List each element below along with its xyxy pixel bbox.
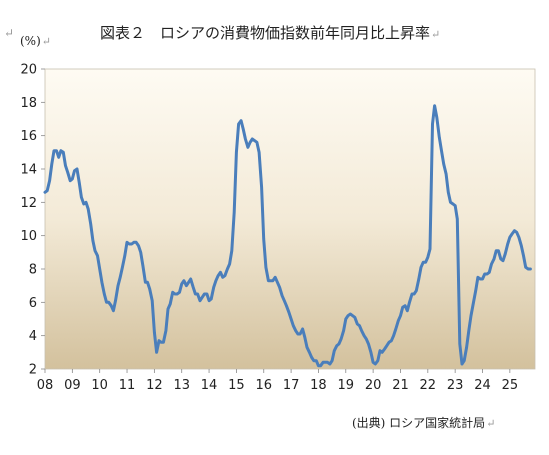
y-tick-label: 18 — [20, 96, 37, 111]
y-tick-label: 16 — [20, 129, 37, 144]
x-tick-label: 15 — [228, 378, 245, 393]
x-tick-label: 10 — [91, 378, 108, 393]
chart-title: 図表２ ロシアの消費物価指数前年同月比上昇率↵ — [100, 24, 441, 42]
y-tick-label: 8 — [29, 263, 37, 278]
x-tick-label: 12 — [146, 378, 163, 393]
x-tick-label: 21 — [392, 378, 409, 393]
y-tick-label: 20 — [20, 63, 37, 78]
x-tick-label: 11 — [119, 378, 136, 393]
y-tick-label: 10 — [20, 229, 37, 244]
y-tick-label: 14 — [20, 163, 37, 178]
x-tick-label: 23 — [447, 378, 464, 393]
x-axis: 08 09 10 11 12 13 14 15 16 17 18 19 20 21 22 23 24 25 — [37, 369, 518, 393]
x-tick-label: 14 — [201, 378, 218, 393]
x-tick-label: 13 — [173, 378, 190, 393]
x-tick-label: 09 — [64, 378, 81, 393]
paragraph-mark: ↵ — [4, 26, 15, 40]
x-tick-label: 25 — [502, 378, 519, 393]
x-tick-label: 18 — [310, 378, 327, 393]
y-tick-label: 4 — [29, 329, 37, 344]
x-tick-label: 24 — [474, 378, 491, 393]
x-tick-label: 20 — [365, 378, 382, 393]
series-line-cpi — [43, 104, 532, 368]
x-tick-label: 22 — [420, 378, 437, 393]
y-tick-label: 6 — [29, 296, 37, 311]
plot-background — [44, 68, 536, 370]
y-axis: 2 4 6 8 10 12 14 16 18 20 — [20, 63, 45, 378]
y-axis-unit-label: (%)↵ — [20, 34, 51, 48]
y-tick-label: 12 — [20, 196, 37, 211]
source-note: (出典) ロシア国家統計局↵ — [352, 416, 496, 430]
x-tick-label: 08 — [37, 378, 54, 393]
x-tick-label: 17 — [283, 378, 300, 393]
x-tick-label: 16 — [255, 378, 272, 393]
y-tick-label: 2 — [29, 363, 37, 378]
x-tick-label: 19 — [338, 378, 355, 393]
